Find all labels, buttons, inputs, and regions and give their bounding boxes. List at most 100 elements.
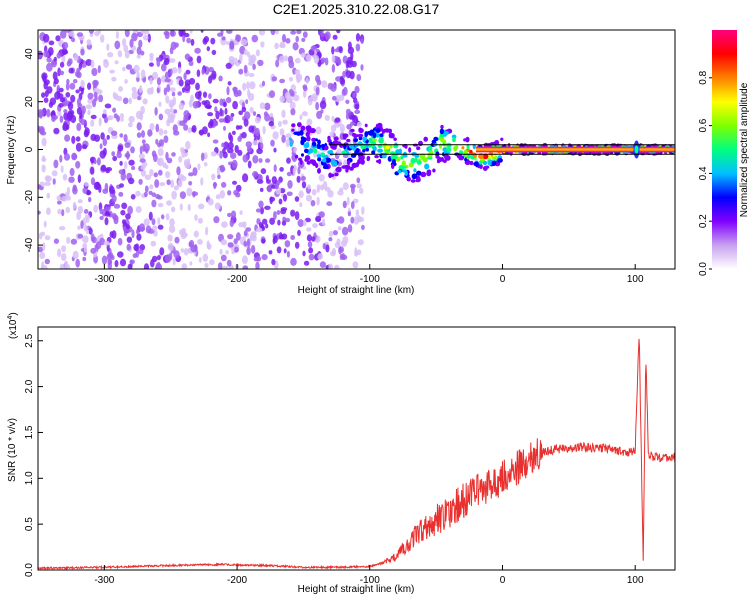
noise-cell: [295, 35, 300, 43]
noise-cell: [301, 176, 306, 181]
noise-cell: [142, 98, 148, 105]
signal-cell: [304, 148, 309, 154]
noise-cell: [157, 224, 164, 230]
noise-cell: [285, 38, 291, 44]
noise-cell: [210, 151, 217, 157]
noise-cell: [62, 122, 69, 131]
noise-cell: [297, 229, 301, 236]
noise-cell: [38, 210, 41, 215]
noise-cell: [144, 174, 152, 181]
noise-cell: [180, 230, 187, 240]
noise-cell: [221, 36, 226, 41]
noise-cell: [151, 255, 158, 263]
noise-cell: [315, 215, 322, 223]
noise-cell: [125, 213, 131, 220]
noise-cell: [241, 131, 247, 139]
signal-cell: [345, 168, 349, 173]
noise-cell: [250, 244, 256, 254]
noise-cell: [224, 114, 231, 124]
signal-cell: [453, 145, 458, 152]
signal-cell: [366, 156, 371, 161]
noise-cell: [319, 100, 327, 110]
snr-ticks: -300 -200 -100 0 100 0.0 0.5 1.0 1.5 2.0 2.5: [24, 333, 644, 586]
noise-cell: [44, 258, 50, 265]
noise-cell: [138, 85, 143, 94]
noise-cell: [250, 54, 257, 63]
noise-cell: [274, 42, 279, 50]
signal-cell: [497, 158, 503, 163]
noise-cell: [273, 147, 277, 153]
signal-cell: [346, 138, 351, 143]
noise-cell: [255, 127, 260, 137]
noise-cell: [224, 107, 228, 115]
noise-cell: [157, 202, 164, 208]
noise-cell: [251, 234, 257, 242]
colorbar-tick-label: 0.8: [698, 70, 709, 84]
noise-cell: [227, 190, 232, 196]
noise-cell: [141, 130, 145, 138]
noise-cell: [43, 220, 47, 228]
noise-cell: [64, 134, 71, 142]
signal-cell: [311, 137, 317, 142]
noise-cell: [41, 164, 46, 173]
noise-cell: [223, 101, 227, 108]
noise-cell: [165, 213, 170, 221]
noise-cell: [163, 57, 170, 66]
noise-cell: [260, 168, 267, 175]
noise-cell: [171, 67, 178, 74]
noise-cell: [38, 184, 42, 189]
noise-cell: [69, 82, 76, 90]
noise-cell: [330, 251, 336, 257]
signal-cell: [465, 136, 470, 143]
noise-cell: [124, 79, 128, 84]
noise-cell: [246, 238, 250, 248]
noise-cell: [163, 135, 169, 143]
noise-cell: [108, 185, 115, 194]
noise-cell: [245, 99, 249, 104]
signal-cell: [314, 138, 318, 142]
noise-cell: [55, 35, 61, 42]
signal-cell: [299, 130, 304, 136]
noise-cell: [172, 96, 177, 106]
noise-cell: [328, 230, 334, 237]
noise-cell: [93, 91, 98, 98]
noise-cell: [82, 256, 87, 262]
noise-cell: [328, 263, 333, 269]
snr-ylabel: SNR (10 * v/v): [7, 418, 18, 482]
noise-cell: [165, 95, 170, 104]
noise-cell: [226, 259, 232, 267]
noise-cell: [111, 151, 116, 157]
noise-cell: [227, 147, 234, 154]
noise-cell: [102, 138, 108, 147]
signal-cell: [301, 153, 304, 157]
noise-cell: [310, 45, 317, 51]
noise-cell: [88, 30, 94, 34]
noise-cell: [112, 107, 117, 113]
noise-cell: [126, 150, 130, 160]
noise-cell: [117, 251, 124, 258]
noise-cell: [170, 206, 176, 213]
noise-cell: [345, 108, 351, 115]
noise-cell: [320, 184, 324, 191]
noise-cell: [359, 187, 364, 194]
noise-cell: [46, 57, 52, 63]
snr-multiplier-base: (x10: [8, 319, 19, 339]
noise-cell: [66, 236, 71, 244]
noise-cell: [290, 90, 295, 97]
noise-cell: [252, 171, 259, 178]
noise-cell: [279, 55, 285, 63]
noise-cell: [318, 211, 325, 218]
noise-cell: [105, 168, 110, 174]
signal-cell: [309, 159, 316, 164]
signal-cell: [288, 137, 292, 141]
noise-cell: [200, 30, 204, 33]
noise-cell: [118, 86, 123, 92]
noise-cell: [228, 56, 235, 61]
signal-cell: [439, 128, 445, 135]
noise-cell: [63, 109, 68, 114]
signal-cell: [360, 155, 365, 160]
noise-cell: [90, 114, 97, 120]
noise-cell: [219, 107, 223, 117]
y-tick-label: -20: [24, 190, 35, 205]
noise-cell: [319, 261, 326, 268]
